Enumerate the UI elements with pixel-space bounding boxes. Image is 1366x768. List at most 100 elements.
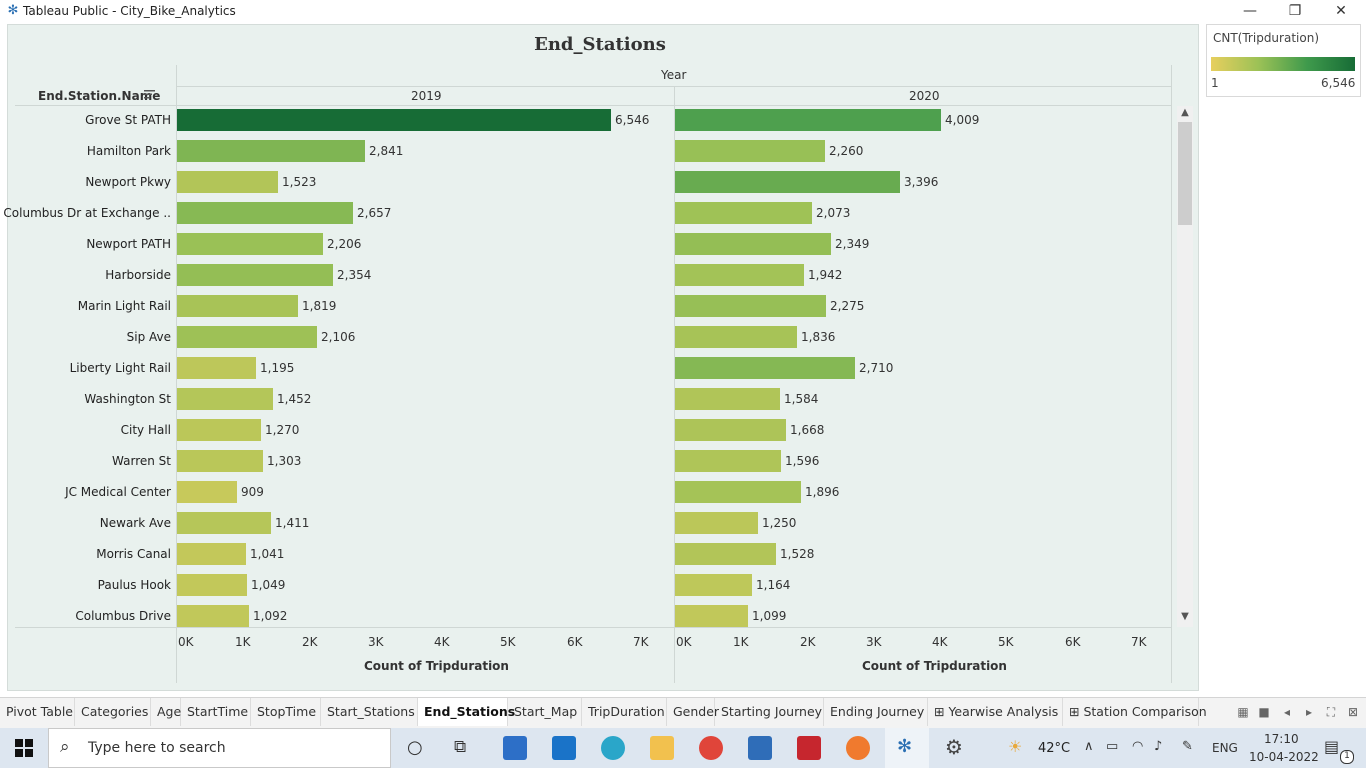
news-app-icon[interactable] <box>503 736 527 760</box>
show-filmstrip-icon[interactable]: ▦ <box>1237 705 1249 719</box>
close-button[interactable]: ✕ <box>1335 3 1347 19</box>
weather-temperature[interactable]: 42°C <box>1038 741 1071 756</box>
station-label[interactable]: Paulus Hook <box>97 578 171 592</box>
bar-2019[interactable] <box>177 140 365 162</box>
clock-time[interactable]: 17:10 <box>1264 732 1299 746</box>
station-label[interactable]: Harborside <box>105 268 171 282</box>
battery-icon[interactable]: ▭ <box>1106 739 1119 754</box>
bar-2020[interactable] <box>675 326 797 348</box>
sheet-tab[interactable]: Gender <box>667 698 719 726</box>
station-label[interactable]: Newark Ave <box>99 516 171 530</box>
bar-2019[interactable] <box>177 481 237 503</box>
acrobat-icon[interactable] <box>797 736 821 760</box>
bar-2020[interactable] <box>675 357 855 379</box>
bar-2020[interactable] <box>675 233 831 255</box>
station-label[interactable]: City Hall <box>120 423 171 437</box>
sheet-tab[interactable]: Age <box>151 698 181 726</box>
tray-chevron-icon[interactable]: ∧ <box>1084 739 1094 754</box>
station-label[interactable]: Newport PATH <box>86 237 171 251</box>
sheet-tab[interactable]: Starting Journey <box>715 698 824 726</box>
station-label[interactable]: Hamilton Park <box>86 144 171 158</box>
language-indicator[interactable]: ENG <box>1212 741 1238 755</box>
clock-date[interactable]: 10-04-2022 <box>1249 750 1319 764</box>
tableau-taskbar-button[interactable] <box>885 728 929 768</box>
task-view-icon[interactable]: ⧉ <box>454 737 467 757</box>
sort-icon[interactable] <box>144 89 155 100</box>
edge-browser-icon[interactable] <box>601 736 625 760</box>
minimize-button[interactable]: — <box>1243 3 1257 19</box>
scroll-up-icon[interactable]: ▲ <box>1181 107 1189 118</box>
bar-2020[interactable] <box>675 295 826 317</box>
tab-scroll-left-icon[interactable]: ◂ <box>1283 705 1291 719</box>
bar-2020[interactable] <box>675 481 801 503</box>
windows-start-icon[interactable] <box>15 739 33 757</box>
sheet-tab[interactable]: Pivot Table <box>0 698 75 726</box>
bar-2019[interactable] <box>177 326 317 348</box>
bar-2020[interactable] <box>675 605 748 627</box>
bar-2020[interactable] <box>675 543 776 565</box>
bar-2019[interactable] <box>177 388 273 410</box>
station-label[interactable]: JC Medical Center <box>65 485 171 499</box>
bar-2020[interactable] <box>675 512 758 534</box>
bar-2019[interactable] <box>177 233 323 255</box>
station-label[interactable]: Morris Canal <box>96 547 171 561</box>
sheet-tab[interactable]: StartTime <box>181 698 251 726</box>
station-label[interactable]: Marin Light Rail <box>77 299 171 313</box>
sheet-tab[interactable]: End_Stations <box>418 698 515 726</box>
sheet-tab[interactable]: TripDuration <box>582 698 667 726</box>
station-label[interactable]: Newport Pkwy <box>85 175 171 189</box>
chrome-icon[interactable] <box>699 736 723 760</box>
bar-2019[interactable] <box>177 605 249 627</box>
store-icon[interactable] <box>748 736 772 760</box>
bar-2020[interactable] <box>675 574 752 596</box>
bar-2020[interactable] <box>675 140 825 162</box>
bar-2020[interactable] <box>675 450 781 472</box>
tab-scroll-right-icon[interactable]: ▸ <box>1305 705 1313 719</box>
bar-2019[interactable] <box>177 419 261 441</box>
speaker-icon[interactable]: ♪ <box>1154 739 1163 754</box>
maximize-button[interactable]: ❐ <box>1288 3 1302 19</box>
wifi-icon[interactable]: ◠ <box>1132 739 1144 754</box>
cortana-icon[interactable]: ○ <box>407 737 423 758</box>
bar-2019[interactable] <box>177 543 246 565</box>
bar-2019[interactable] <box>177 264 333 286</box>
notification-icon[interactable]: ▤ <box>1324 737 1340 756</box>
bar-2019[interactable] <box>177 171 278 193</box>
bar-2019[interactable] <box>177 109 611 131</box>
sheet-tab[interactable]: ⊞ Yearwise Analysis <box>928 698 1063 726</box>
vertical-scrollbar[interactable] <box>1177 106 1193 627</box>
bar-2020[interactable] <box>675 419 786 441</box>
bar-2020[interactable] <box>675 109 941 131</box>
bar-2019[interactable] <box>177 512 271 534</box>
sheet-tab[interactable]: Start_Stations <box>321 698 418 726</box>
pen-icon[interactable]: ✎ <box>1182 739 1193 754</box>
bar-2019[interactable] <box>177 357 256 379</box>
bar-2020[interactable] <box>675 388 780 410</box>
sheet-tab[interactable]: Categories <box>75 698 151 726</box>
settings-icon[interactable]: ⚙ <box>945 735 963 759</box>
station-label[interactable]: Columbus Dr at Exchange .. <box>3 206 171 220</box>
show-tabs-icon[interactable]: ■ <box>1258 705 1270 719</box>
station-label[interactable]: Warren St <box>112 454 171 468</box>
scroll-down-icon[interactable]: ▼ <box>1181 611 1189 622</box>
station-label[interactable]: Washington St <box>84 392 171 406</box>
file-explorer-icon[interactable] <box>650 736 674 760</box>
bar-2019[interactable] <box>177 295 298 317</box>
station-label[interactable]: Grove St PATH <box>85 113 171 127</box>
bar-2020[interactable] <box>675 171 900 193</box>
presentation-mode-icon[interactable]: ⊠ <box>1347 705 1359 719</box>
station-label[interactable]: Liberty Light Rail <box>69 361 171 375</box>
station-label[interactable]: Sip Ave <box>126 330 171 344</box>
fit-icon[interactable]: ⛶ <box>1326 705 1336 719</box>
mail-icon[interactable] <box>552 736 576 760</box>
bar-2019[interactable] <box>177 450 263 472</box>
bar-2020[interactable] <box>675 264 804 286</box>
weather-icon[interactable]: ☀ <box>1008 737 1023 756</box>
station-label[interactable]: Columbus Drive <box>75 609 171 623</box>
scrollbar-thumb[interactable] <box>1178 122 1192 225</box>
row-header[interactable]: End.Station.Name <box>38 89 161 103</box>
sheet-tab[interactable]: ⊞ Station Comparison <box>1063 698 1207 726</box>
bar-2019[interactable] <box>177 574 247 596</box>
bar-2020[interactable] <box>675 202 812 224</box>
bar-2019[interactable] <box>177 202 353 224</box>
